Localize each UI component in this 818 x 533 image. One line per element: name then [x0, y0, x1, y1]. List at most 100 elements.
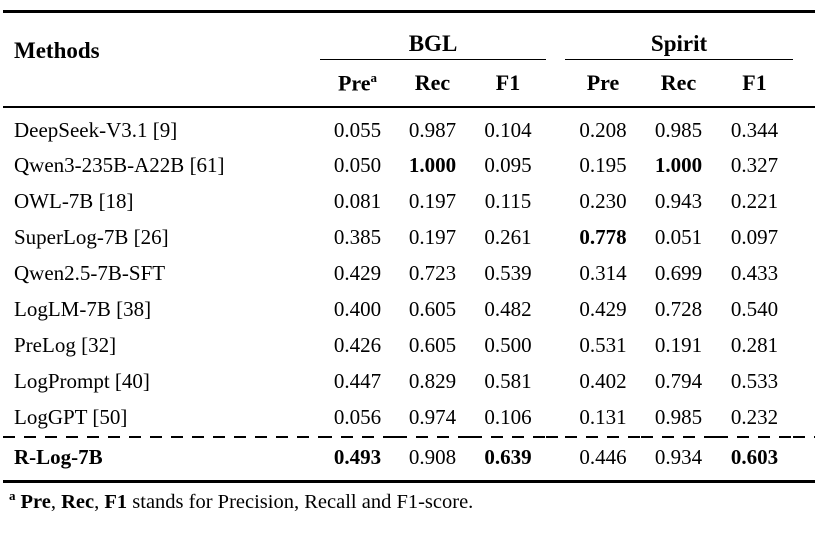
group-label-bgl: BGL: [408, 31, 458, 56]
table-edge: [793, 12, 815, 60]
paper-table-figure: Methods BGL Spirit Prea Rec F1 Pre Rec F…: [0, 10, 818, 533]
footnote-term-rec: Rec: [61, 490, 95, 513]
group-header-bgl: BGL: [320, 11, 547, 60]
value-cell: 0.261: [484, 225, 532, 249]
table-row: OWL-7B [18] 0.081 0.197 0.115 0.230 0.943 0.22…: [3, 184, 815, 220]
value-cell: 1.000: [408, 153, 457, 177]
column-gap-cell: [546, 107, 565, 148]
value-cell: 0.531: [579, 333, 627, 357]
value-cell: 0.055: [333, 117, 382, 142]
group-label-spirit: Spirit: [650, 31, 708, 56]
value-cell: 0.327: [730, 153, 779, 177]
value-cell: 0.728: [654, 297, 703, 321]
table-row: LogLM-7B [38] 0.400 0.605 0.482 0.429 0.728 0.…: [3, 292, 815, 328]
column-gap-cell: [546, 148, 565, 184]
method-cell: LogGPT [50]: [14, 405, 128, 429]
table-row: SuperLog-7B [26] 0.385 0.197 0.261 0.778 0.05…: [3, 220, 815, 256]
footnote-separator: ,: [50, 490, 62, 513]
value-cell: 0.639: [470, 435, 547, 482]
value-cell: 0.447: [333, 369, 382, 393]
table-row: LogPrompt [40] 0.447 0.829 0.581 0.402 0.794 0…: [3, 364, 815, 400]
value-cell: 0.533: [730, 369, 779, 393]
column-gap-cell: [546, 328, 565, 364]
table-row: PreLog [32] 0.426 0.605 0.500 0.531 0.191 0.28…: [3, 328, 815, 364]
table-footnote: a Pre, Rec, F1 stands for Precision, Reca…: [3, 483, 818, 514]
value-cell: 0.934: [641, 435, 717, 482]
group-header-row: Methods BGL Spirit: [3, 11, 815, 108]
footnote-ref-marker: a: [370, 69, 378, 85]
method-cell: Qwen2.5-7B-SFT: [14, 261, 166, 285]
subheader-row: Prea Rec F1 Pre Rec F1: [3, 59, 816, 108]
row-edge-cell: [793, 148, 815, 184]
value-cell: 0.605: [408, 333, 457, 357]
method-cell: OWL-7B [18]: [14, 189, 134, 213]
value-cell: 0.097: [730, 225, 779, 249]
method-cell: SuperLog-7B [26]: [14, 225, 169, 249]
footnote-separator: ,: [94, 490, 105, 513]
row-edge-cell: [793, 435, 816, 482]
value-cell: 0.195: [579, 153, 627, 177]
value-cell: 0.985: [654, 117, 703, 142]
footnote-marker: a: [9, 488, 16, 503]
value-cell: 0.385: [333, 225, 382, 249]
value-cell: 0.500: [484, 333, 532, 357]
footnote-term-pre: Pre: [20, 490, 51, 513]
value-cell: 0.446: [565, 435, 642, 482]
value-cell: 0.482: [484, 297, 532, 321]
col-header-bgl-pre: Prea: [320, 59, 395, 108]
value-cell: 0.778: [579, 225, 627, 249]
value-cell: 0.230: [579, 189, 627, 213]
column-gap-cell: [546, 184, 565, 220]
value-cell: 0.344: [730, 117, 779, 142]
value-cell: 0.314: [579, 261, 627, 285]
table-edge: [793, 59, 816, 108]
value-cell: 0.197: [408, 225, 457, 249]
value-cell: 0.539: [484, 261, 532, 285]
value-cell: 0.191: [654, 333, 703, 357]
row-edge-cell: [793, 292, 815, 328]
table-row: Qwen3-235B-A22B [61] 0.050 1.000 0.095 0.195…: [3, 148, 815, 184]
value-cell: 0.699: [654, 261, 703, 285]
column-gap-cell: [546, 256, 565, 292]
value-cell: 0.095: [484, 153, 532, 177]
col-header-bgl-f1: F1: [470, 59, 547, 108]
footnote-term-f1: F1: [104, 490, 128, 513]
value-cell: 0.056: [333, 405, 382, 429]
table-body: DeepSeek-V3.1 [9] 0.055 0.987 0.104 0.208 0.9…: [3, 107, 816, 482]
row-edge-cell: [793, 364, 815, 400]
column-gap-cell: [546, 220, 565, 256]
col-header-spirit-f1: F1: [716, 59, 794, 108]
value-cell: 0.402: [579, 369, 627, 393]
row-edge-cell: [793, 256, 815, 292]
value-cell: 0.581: [484, 369, 532, 393]
column-gap-cell: [546, 435, 566, 482]
value-cell: 0.400: [333, 297, 382, 321]
value-cell: 0.429: [333, 261, 382, 285]
value-cell: 0.605: [408, 297, 457, 321]
value-cell: 0.794: [654, 369, 703, 393]
value-cell: 0.051: [654, 225, 703, 249]
value-cell: 1.000: [654, 153, 703, 177]
value-cell: 0.603: [716, 435, 794, 482]
method-cell: LogLM-7B [38]: [14, 297, 152, 321]
table-row: DeepSeek-V3.1 [9] 0.055 0.987 0.104 0.208 0.9…: [3, 107, 815, 148]
column-gap: [546, 59, 566, 108]
value-cell: 0.433: [730, 261, 779, 285]
method-cell: LogPrompt [40]: [14, 369, 150, 393]
column-gap-cell: [546, 292, 565, 328]
value-cell: 0.208: [579, 117, 627, 142]
method-cell: DeepSeek-V3.1 [9]: [14, 117, 178, 142]
col-header-label: Pre: [337, 69, 371, 95]
column-gap-cell: [546, 364, 565, 400]
value-cell: 0.540: [730, 297, 779, 321]
value-cell: 0.232: [730, 405, 779, 429]
col-header-spirit-pre: Pre: [565, 59, 642, 108]
value-cell: 0.104: [484, 117, 532, 142]
value-cell: 0.221: [730, 189, 779, 213]
method-cell: Qwen3-235B-A22B [61]: [14, 153, 225, 177]
table-row: Qwen2.5-7B-SFT 0.429 0.723 0.539 0.314 0.699 0…: [3, 256, 815, 292]
col-header-spirit-rec: Rec: [641, 59, 717, 108]
row-edge-cell: [793, 184, 815, 220]
results-table: Methods BGL Spirit Prea Rec F1 Pre Rec F…: [3, 10, 816, 483]
value-cell: 0.281: [730, 333, 779, 357]
